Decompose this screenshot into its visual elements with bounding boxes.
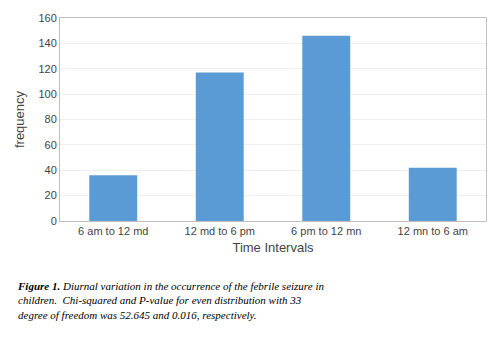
- svg-text:80: 80: [45, 113, 57, 125]
- svg-text:6 am to 12 md: 6 am to 12 md: [78, 225, 148, 237]
- svg-text:6 pm to 12 mn: 6 pm to 12 mn: [291, 225, 361, 237]
- svg-text:100: 100: [38, 88, 56, 100]
- svg-text:frequency: frequency: [12, 90, 27, 148]
- svg-text:20: 20: [45, 189, 57, 201]
- svg-text:Time Intervals: Time Intervals: [232, 240, 314, 255]
- svg-text:120: 120: [38, 63, 56, 75]
- svg-text:160: 160: [38, 12, 56, 24]
- svg-text:0: 0: [51, 215, 57, 227]
- svg-text:140: 140: [38, 37, 56, 49]
- svg-text:12 mn to 6 am: 12 mn to 6 am: [398, 225, 468, 237]
- svg-text:12 md to 6 pm: 12 md to 6 pm: [185, 225, 255, 237]
- svg-text:60: 60: [45, 139, 57, 151]
- svg-text:40: 40: [45, 164, 57, 176]
- svg-text:Figure 1. Diurnal variation in: Figure 1. Diurnal variation in the occur…: [17, 280, 324, 321]
